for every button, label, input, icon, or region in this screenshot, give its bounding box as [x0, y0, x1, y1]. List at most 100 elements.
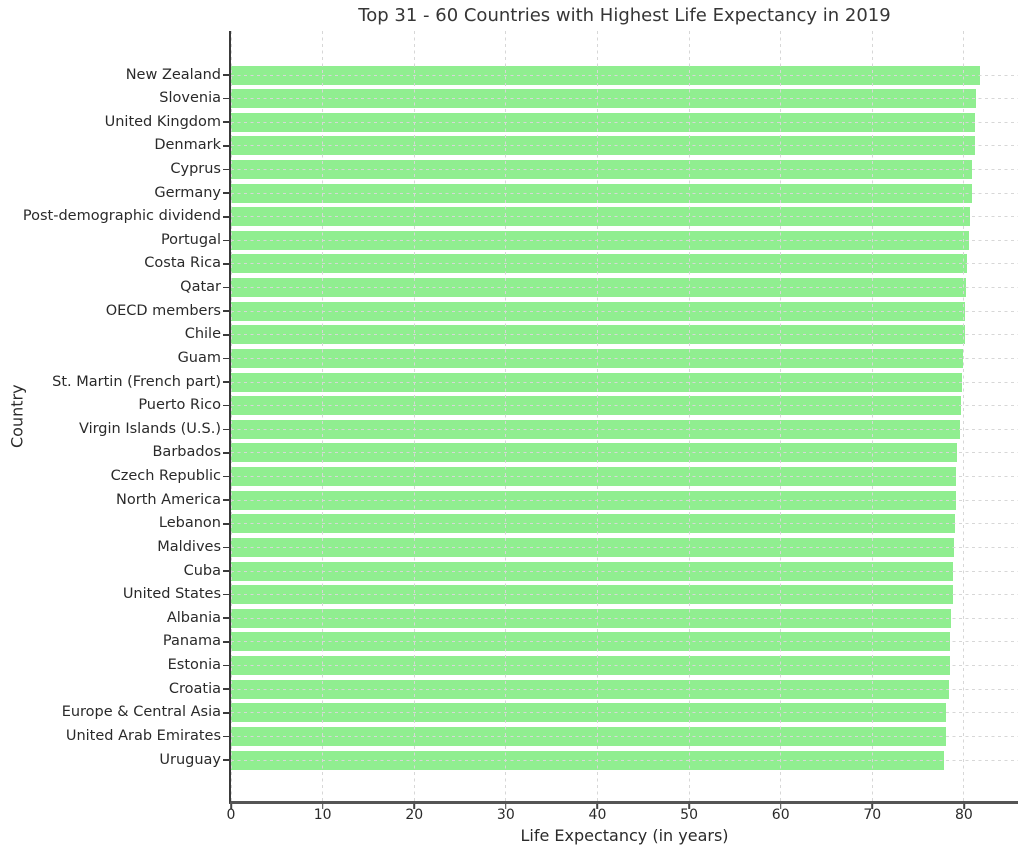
bar	[231, 89, 976, 109]
x-tick-mark	[230, 804, 232, 809]
y-tick-mark	[223, 192, 229, 194]
y-tick-label: Virgin Islands (U.S.)	[78, 420, 221, 437]
bar	[231, 301, 965, 321]
y-tick-mark	[223, 121, 229, 124]
plot-area	[229, 31, 1018, 804]
x-axis-label: Life Expectancy (in years)	[520, 826, 729, 845]
y-tick-mark	[223, 711, 229, 714]
y-tick-label: United Kingdom	[104, 113, 221, 130]
bar	[231, 656, 951, 676]
bar	[231, 207, 971, 227]
bar	[231, 348, 964, 368]
y-tick-label: New Zealand	[125, 66, 221, 83]
bar	[231, 750, 944, 770]
bar	[231, 679, 950, 699]
x-tick-mark	[321, 804, 324, 809]
bar	[231, 726, 946, 746]
y-tick-mark	[223, 593, 229, 596]
y-tick-mark	[223, 688, 229, 690]
x-tick-mark	[779, 804, 782, 809]
bars-layer	[231, 31, 1018, 801]
y-tick-mark	[223, 239, 229, 242]
bar	[231, 278, 966, 298]
y-tick-label: Croatia	[168, 680, 221, 697]
y-tick-label: Chile	[184, 326, 221, 343]
y-tick-label: Uruguay	[159, 751, 221, 768]
bar	[231, 183, 973, 203]
bar	[231, 419, 961, 439]
bar	[231, 325, 965, 345]
y-tick-mark	[223, 452, 229, 454]
y-tick-label: Estonia	[167, 657, 221, 674]
y-tick-mark	[223, 357, 229, 360]
y-tick-label: Czech Republic	[110, 468, 221, 485]
y-tick-label: Denmark	[154, 137, 221, 154]
y-tick-label: North America	[116, 491, 221, 508]
x-tick-label: 10	[313, 807, 332, 823]
y-tick-label: Lebanon	[158, 515, 221, 532]
x-tick-mark	[413, 804, 416, 809]
bar	[231, 537, 954, 557]
x-tick-mark	[688, 804, 690, 809]
bar	[231, 514, 955, 534]
y-tick-mark	[223, 310, 229, 312]
y-tick-label: Germany	[154, 184, 221, 201]
x-tick-label: 70	[863, 807, 882, 823]
x-tick-label: 60	[771, 807, 790, 823]
x-tick-mark	[871, 804, 874, 809]
y-tick-label: Cuba	[183, 562, 221, 579]
x-tick-label: 30	[496, 807, 515, 823]
bar	[231, 561, 953, 581]
bar	[231, 65, 980, 85]
bar	[231, 443, 957, 463]
y-tick-label: Albania	[166, 609, 221, 626]
y-tick-mark	[223, 428, 229, 431]
bar	[231, 112, 975, 132]
y-tick-mark	[223, 263, 229, 265]
y-tick-label: Panama	[162, 633, 221, 650]
bar	[231, 159, 973, 179]
y-tick-mark	[223, 759, 229, 761]
bar	[231, 490, 956, 510]
y-tick-mark	[223, 641, 229, 643]
y-tick-mark	[223, 735, 229, 738]
x-tick-label: 20	[405, 807, 424, 823]
x-tick-mark	[596, 804, 599, 809]
bar	[231, 467, 956, 487]
x-tick-label: 0	[226, 807, 236, 823]
bar	[231, 703, 946, 723]
x-tick-label: 40	[588, 807, 607, 823]
y-tick-label: Europe & Central Asia	[61, 704, 221, 721]
bar	[231, 230, 970, 250]
chart-title: Top 31 - 60 Countries with Highest Life …	[358, 5, 891, 26]
y-tick-mark	[223, 546, 229, 549]
bar	[231, 608, 952, 628]
y-tick-label: Portugal	[160, 231, 221, 248]
y-tick-mark	[223, 522, 229, 525]
bar	[231, 254, 967, 274]
y-tick-mark	[223, 664, 229, 667]
y-tick-mark	[223, 97, 229, 100]
y-tick-mark	[223, 404, 229, 407]
y-tick-label: Barbados	[152, 444, 221, 461]
x-tick-mark	[963, 804, 965, 809]
y-tick-mark	[223, 570, 229, 572]
bar	[231, 632, 951, 652]
y-tick-label: Slovenia	[159, 90, 221, 107]
y-tick-mark	[223, 499, 229, 501]
y-tick-label: United Arab Emirates	[65, 727, 221, 744]
y-tick-label: Cyprus	[170, 160, 221, 177]
x-tick-label: 50	[680, 807, 698, 823]
x-tick-label: 80	[955, 807, 973, 823]
y-tick-label: Qatar	[180, 279, 221, 296]
y-tick-mark	[223, 215, 229, 218]
y-tick-label: Maldives	[157, 538, 221, 555]
y-tick-mark	[223, 617, 229, 620]
y-tick-label: United States	[122, 586, 221, 603]
y-tick-label: St. Martin (French part)	[52, 373, 221, 390]
bar	[231, 136, 975, 156]
y-tick-label: Guam	[177, 349, 221, 366]
y-tick-mark	[223, 381, 229, 383]
y-tick-label: Post-demographic dividend	[22, 208, 221, 225]
